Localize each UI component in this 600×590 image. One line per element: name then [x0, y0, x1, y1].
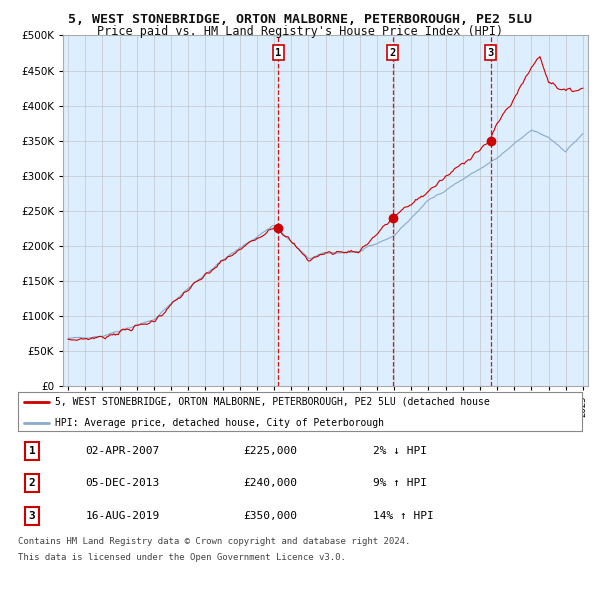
Text: 1: 1: [29, 446, 35, 455]
Text: 2: 2: [29, 478, 35, 488]
Text: 2% ↓ HPI: 2% ↓ HPI: [373, 446, 427, 455]
Text: 02-APR-2007: 02-APR-2007: [86, 446, 160, 455]
Text: 5, WEST STONEBRIDGE, ORTON MALBORNE, PETERBOROUGH, PE2 5LU: 5, WEST STONEBRIDGE, ORTON MALBORNE, PET…: [68, 13, 532, 26]
Text: 9% ↑ HPI: 9% ↑ HPI: [373, 478, 427, 488]
Text: 3: 3: [487, 48, 494, 58]
Text: £225,000: £225,000: [244, 446, 298, 455]
Text: Contains HM Land Registry data © Crown copyright and database right 2024.: Contains HM Land Registry data © Crown c…: [18, 537, 410, 546]
Text: £240,000: £240,000: [244, 478, 298, 488]
Text: This data is licensed under the Open Government Licence v3.0.: This data is licensed under the Open Gov…: [18, 553, 346, 562]
Text: 2: 2: [389, 48, 396, 58]
Text: £350,000: £350,000: [244, 511, 298, 520]
Text: 16-AUG-2019: 16-AUG-2019: [86, 511, 160, 520]
Text: 5, WEST STONEBRIDGE, ORTON MALBORNE, PETERBOROUGH, PE2 5LU (detached house: 5, WEST STONEBRIDGE, ORTON MALBORNE, PET…: [55, 397, 490, 407]
Text: Price paid vs. HM Land Registry's House Price Index (HPI): Price paid vs. HM Land Registry's House …: [97, 25, 503, 38]
Text: 14% ↑ HPI: 14% ↑ HPI: [373, 511, 434, 520]
Text: 05-DEC-2013: 05-DEC-2013: [86, 478, 160, 488]
Text: 1: 1: [275, 48, 281, 58]
Text: HPI: Average price, detached house, City of Peterborough: HPI: Average price, detached house, City…: [55, 418, 383, 428]
Text: 3: 3: [29, 511, 35, 520]
